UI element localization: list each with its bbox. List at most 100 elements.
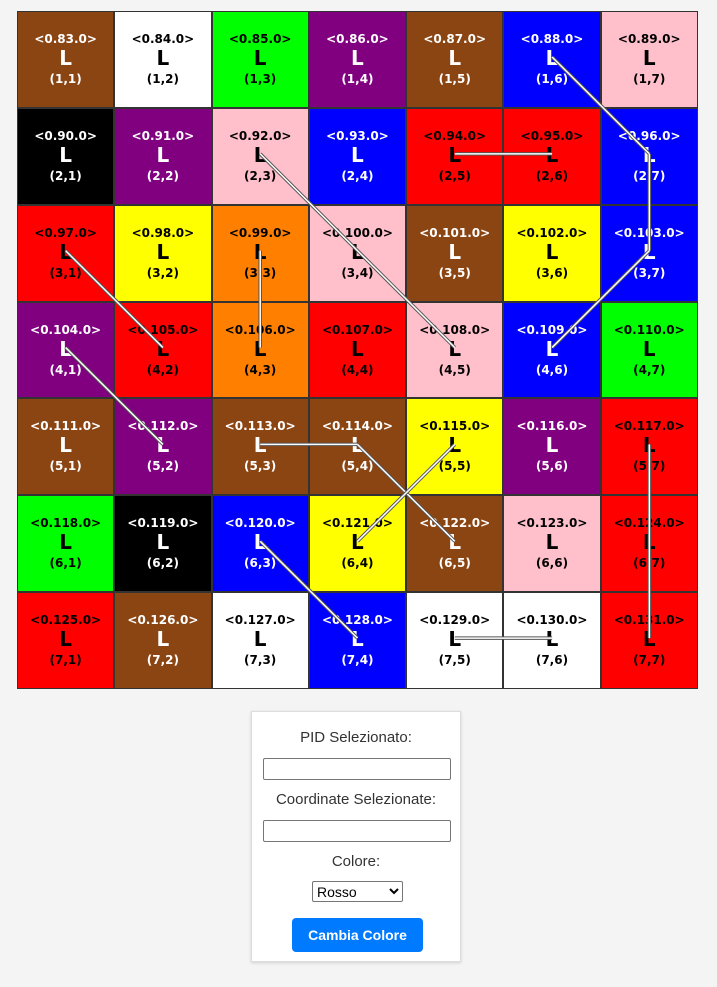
grid-cell[interactable]: <0.112.0> L (5,2): [114, 398, 212, 496]
grid-cell[interactable]: <0.122.0> L (6,5): [406, 495, 504, 593]
cell-pid: <0.100.0>: [321, 225, 393, 240]
pid-input[interactable]: [263, 758, 451, 780]
grid-cell[interactable]: <0.108.0> L (4,5): [406, 301, 504, 399]
grid-cell[interactable]: <0.87.0> L (1,5): [406, 11, 504, 108]
grid-cell[interactable]: <0.111.0> L (5,1): [17, 398, 115, 496]
cell-letter: L: [59, 239, 72, 264]
grid-cell[interactable]: <0.127.0> L (7,3): [211, 592, 309, 690]
cell-letter: L: [351, 46, 364, 70]
grid-cell[interactable]: <0.101.0> L (3,5): [406, 204, 504, 302]
cell-pid: <0.103.0>: [613, 225, 685, 240]
grid-cell[interactable]: <0.84.0> L (1,2): [114, 11, 212, 108]
grid-cell[interactable]: <0.97.0> L (3,1): [17, 204, 115, 302]
grid-cell[interactable]: <0.83.0> L (1,1): [17, 11, 115, 108]
cell-coord: (6,6): [535, 556, 569, 571]
grid-cell[interactable]: <0.85.0> L (1,3): [211, 11, 309, 108]
grid-cell[interactable]: <0.115.0> L (5,5): [406, 398, 504, 496]
cell-letter: L: [545, 239, 559, 264]
cell-letter: L: [351, 142, 364, 167]
cell-coord: (1,6): [535, 72, 569, 86]
grid-cell[interactable]: <0.102.0> L (3,6): [503, 204, 601, 302]
cell-coord: (3,1): [49, 265, 82, 280]
grid-cell[interactable]: <0.124.0> L (6,7): [600, 495, 698, 593]
cell-coord: (4,1): [49, 362, 82, 377]
color-select[interactable]: Rosso: [312, 881, 403, 902]
cell-pid: <0.93.0>: [326, 128, 389, 143]
cell-coord: (4,7): [633, 362, 666, 377]
grid-cell[interactable]: <0.89.0> L (1,7): [600, 11, 698, 108]
grid-cell[interactable]: <0.96.0> L (2,7): [600, 107, 698, 205]
cell-coord: (2,6): [535, 168, 569, 183]
grid-cell[interactable]: <0.99.0> L (3,3): [211, 204, 309, 302]
grid-cell[interactable]: <0.114.0> L (5,4): [308, 398, 407, 496]
cell-letter: L: [642, 46, 656, 70]
grid-cell[interactable]: <0.98.0> L (3,2): [114, 204, 212, 302]
cell-letter: L: [642, 433, 656, 458]
cell-pid: <0.91.0>: [131, 128, 195, 143]
grid-cell[interactable]: <0.116.0> L (5,6): [503, 398, 601, 496]
grid-cell[interactable]: <0.86.0> L (1,4): [308, 11, 407, 108]
cell-letter: L: [448, 627, 462, 652]
grid-cell[interactable]: <0.94.0> L (2,5): [406, 107, 504, 205]
grid-cell[interactable]: <0.104.0> L (4,1): [17, 301, 115, 399]
cell-letter: L: [351, 530, 364, 555]
grid-cell[interactable]: <0.121.0> L (6,4): [308, 495, 407, 593]
grid-cell[interactable]: <0.120.0> L (6,3): [211, 495, 309, 593]
cell-coord: (3,4): [341, 265, 374, 280]
grid-cell[interactable]: <0.106.0> L (4,3): [211, 301, 309, 399]
grid-cell[interactable]: <0.105.0> L (4,2): [114, 301, 212, 399]
grid-cell[interactable]: <0.92.0> L (2,3): [211, 107, 309, 205]
cell-coord: (3,5): [438, 265, 471, 280]
cell-pid: <0.124.0>: [613, 516, 685, 531]
grid-cell[interactable]: <0.109.0> L (4,6): [503, 301, 601, 399]
cell-coord: (2,5): [438, 168, 471, 183]
grid-cell[interactable]: <0.123.0> L (6,6): [503, 495, 601, 593]
grid-cell[interactable]: <0.110.0> L (4,7): [600, 301, 698, 399]
cell-coord: (6,2): [146, 556, 180, 571]
cell-coord: (7,5): [438, 653, 471, 668]
cell-letter: L: [448, 142, 462, 167]
grid-cell[interactable]: <0.107.0> L (4,4): [308, 301, 407, 399]
change-color-button[interactable]: Cambia Colore: [292, 918, 423, 952]
grid-cell[interactable]: <0.118.0> L (6,1): [17, 495, 115, 593]
color-label: Colore:: [331, 853, 381, 870]
cell-letter: L: [156, 239, 170, 264]
grid-cell[interactable]: <0.126.0> L (7,2): [114, 592, 212, 690]
grid-cell[interactable]: <0.125.0> L (7,1): [17, 592, 115, 690]
cell-pid: <0.89.0>: [617, 32, 681, 46]
grid-cell[interactable]: <0.119.0> L (6,2): [114, 495, 212, 593]
cell-pid: <0.114.0>: [321, 419, 393, 434]
cell-pid: <0.85.0>: [228, 32, 292, 46]
grid-cell[interactable]: <0.90.0> L (2,1): [17, 107, 115, 205]
grid-cell[interactable]: <0.95.0> L (2,6): [503, 107, 601, 205]
grid-cell[interactable]: <0.131.0> L (7,7): [600, 592, 698, 690]
grid-cell[interactable]: <0.100.0> L (3,4): [308, 204, 407, 302]
cell-letter: L: [156, 627, 170, 652]
cell-coord: (7,2): [146, 653, 180, 668]
cell-pid: <0.123.0>: [516, 516, 588, 531]
cell-letter: L: [448, 530, 462, 555]
cell-pid: <0.113.0>: [224, 419, 296, 434]
cell-pid: <0.95.0>: [520, 128, 584, 143]
pid-label: PID Selezionato:: [300, 729, 412, 746]
cell-pid: <0.86.0>: [326, 32, 389, 46]
cell-letter: L: [59, 46, 72, 70]
process-grid: <0.83.0> L (1,1) <0.84.0> L (1,2) <0.85.0> L (1,…: [17, 11, 698, 690]
grid-cell[interactable]: <0.128.0> L (7,4): [308, 592, 407, 690]
cell-coord: (5,2): [146, 459, 180, 474]
cell-letter: L: [156, 530, 170, 555]
cell-coord: (1,5): [438, 72, 471, 86]
grid-cell[interactable]: <0.91.0> L (2,2): [114, 107, 212, 205]
cell-letter: L: [545, 142, 559, 167]
cell-coord: (2,4): [341, 168, 374, 183]
grid-cell[interactable]: <0.113.0> L (5,3): [211, 398, 309, 496]
grid-cell[interactable]: <0.130.0> L (7,6): [503, 592, 601, 690]
cell-coord: (4,2): [146, 362, 180, 377]
coord-input[interactable]: [263, 820, 451, 842]
grid-cell[interactable]: <0.103.0> L (3,7): [600, 204, 698, 302]
grid-cell[interactable]: <0.88.0> L (1,6): [503, 11, 601, 108]
grid-cell[interactable]: <0.93.0> L (2,4): [308, 107, 407, 205]
grid-cell[interactable]: <0.117.0> L (5,7): [600, 398, 698, 496]
cell-letter: L: [59, 627, 72, 652]
grid-cell[interactable]: <0.129.0> L (7,5): [406, 592, 504, 690]
